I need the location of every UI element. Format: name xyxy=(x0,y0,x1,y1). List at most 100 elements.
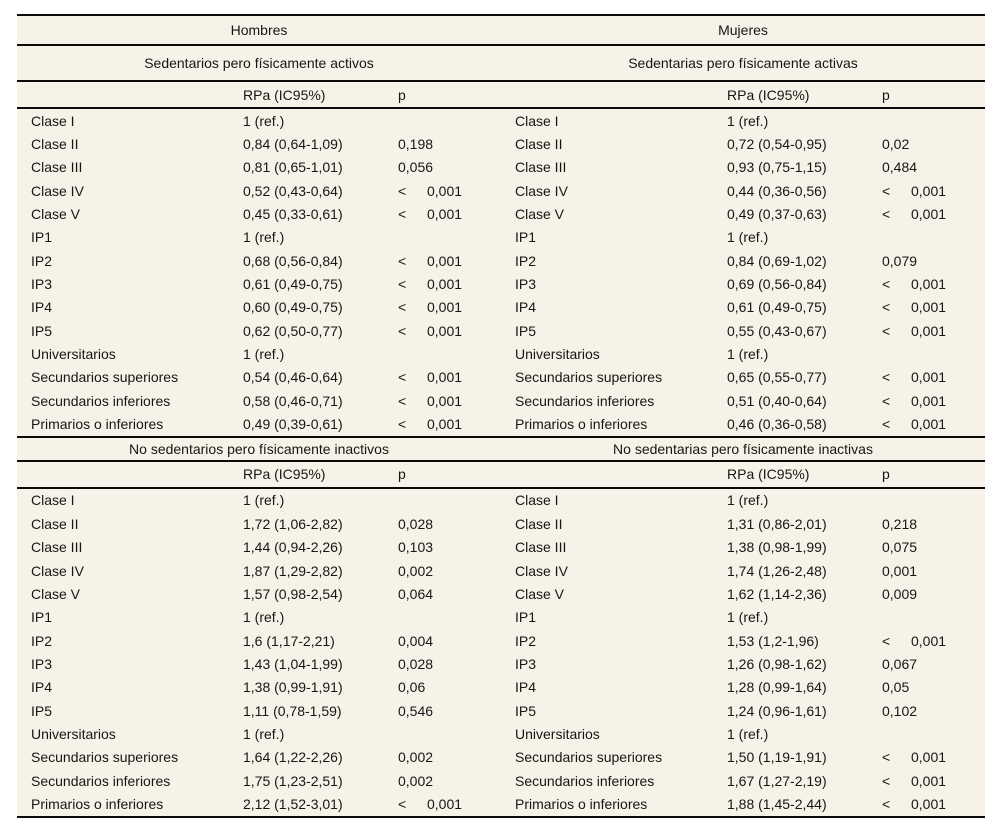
p-value: 0,218 xyxy=(882,515,918,532)
p-value: <0,001 xyxy=(882,416,947,433)
rpa-value: 1 (ref.) xyxy=(727,492,769,509)
table-row: Primarios o inferiores 2,12 (1,52-3,01) <0… xyxy=(17,792,985,815)
rpa-value: 0,51 (0,40-0,64) xyxy=(727,392,827,409)
col-header-rpa: RPa (IC95%) xyxy=(727,86,810,103)
rpa-value: 1 (ref.) xyxy=(727,609,769,626)
table-row: IP4 1,38 (0,99-1,91) 0,06 IP4 1,28 (0,99-1,6… xyxy=(17,676,985,699)
p-value: 0,103 xyxy=(398,539,434,556)
less-than-sign: < xyxy=(398,206,407,223)
rpa-value: 1 (ref.) xyxy=(243,346,285,363)
p-value: <0,001 xyxy=(882,369,947,386)
row-label: Clase III xyxy=(515,159,567,176)
section-rows-sedentarios: Clase I 1 (ref.) Clase I 1 (ref.) Clase II 0,… xyxy=(17,109,985,436)
rpa-value: 0,65 (0,55-0,77) xyxy=(727,369,827,386)
row-label: Secundarios inferiores xyxy=(515,772,655,789)
table-row: IP5 0,62 (0,50-0,77) <0,001 IP5 0,55 (0,43-0… xyxy=(17,319,985,342)
table-row: Secundarios inferiores 0,58 (0,46-0,71) <0… xyxy=(17,389,985,412)
col-header-p: p xyxy=(398,86,406,103)
less-than-sign: < xyxy=(882,795,891,812)
p-value: 0,028 xyxy=(398,515,434,532)
row-label: IP1 xyxy=(31,229,53,246)
rpa-value: 1,57 (0,98-2,54) xyxy=(243,585,343,602)
p-value: 0,079 xyxy=(882,252,918,269)
rpa-value: 1 (ref.) xyxy=(727,725,769,742)
rpa-value: 1 (ref.) xyxy=(243,112,285,129)
row-label: Primarios o inferiores xyxy=(31,795,164,812)
less-than-sign: < xyxy=(882,369,891,386)
less-than-sign: < xyxy=(882,182,891,199)
rpa-value: 1,87 (1,29-2,82) xyxy=(243,562,343,579)
row-label: IP1 xyxy=(515,229,537,246)
table-row: IP1 1 (ref.) IP1 1 (ref.) xyxy=(17,606,985,629)
row-label: Universitarios xyxy=(515,725,600,742)
less-than-sign: < xyxy=(398,369,407,386)
row-label: Clase I xyxy=(515,112,559,129)
row-label: Universitarios xyxy=(31,725,116,742)
rule xyxy=(17,459,985,462)
table-row: IP3 0,61 (0,49-0,75) <0,001 IP3 0,69 (0,56-0… xyxy=(17,272,985,295)
row-label: Secundarios inferiores xyxy=(31,392,171,409)
bottom-rule xyxy=(17,815,985,818)
row-label: Secundarios superiores xyxy=(515,369,663,386)
table-row: Clase V 1,57 (0,98-2,54) 0,064 Clase V 1,62 … xyxy=(17,582,985,605)
rpa-value: 1 (ref.) xyxy=(243,492,285,509)
p-value: <0,001 xyxy=(398,206,463,223)
rule xyxy=(17,486,985,489)
rpa-value: 1,26 (0,98-1,62) xyxy=(727,655,827,672)
rule xyxy=(17,44,985,46)
p-value: <0,001 xyxy=(398,795,463,812)
less-than-sign: < xyxy=(882,299,891,316)
top-rule xyxy=(17,14,985,16)
p-value: <0,001 xyxy=(398,276,463,293)
rpa-value: 0,84 (0,64-1,09) xyxy=(243,136,343,153)
p-value: 0,484 xyxy=(882,159,918,176)
row-label: IP2 xyxy=(31,252,53,269)
row-label: IP2 xyxy=(31,632,53,649)
rpa-value: 1,43 (1,04-1,99) xyxy=(243,655,343,672)
rpa-value: 1,74 (1,26-2,48) xyxy=(727,562,827,579)
less-than-sign: < xyxy=(398,299,407,316)
row-label: IP2 xyxy=(515,252,537,269)
rpa-value: 0,84 (0,69-1,02) xyxy=(727,252,827,269)
section-rows-no-sedentarios: Clase I 1 (ref.) Clase I 1 (ref.) Clase II 1,… xyxy=(17,489,985,816)
p-value: <0,001 xyxy=(882,795,947,812)
row-label: IP4 xyxy=(515,679,537,696)
section-title-left: No sedentarios pero físicamente inactivo… xyxy=(129,440,389,457)
rpa-value: 1,64 (1,22-2,26) xyxy=(243,749,343,766)
row-label: Clase IV xyxy=(31,182,84,199)
table-row: IP2 1,6 (1,17-2,21) 0,004 IP2 1,53 (1,2-1,96… xyxy=(17,629,985,652)
row-label: IP2 xyxy=(515,632,537,649)
table-row: Clase II 0,84 (0,64-1,09) 0,198 Clase II 0,7… xyxy=(17,132,985,155)
results-table: Hombres Mujeres Sedentarios pero físicam… xyxy=(17,14,985,818)
p-value: <0,001 xyxy=(882,392,947,409)
p-value: <0,001 xyxy=(882,299,947,316)
rpa-value: 0,62 (0,50-0,77) xyxy=(243,322,343,339)
rpa-value: 0,45 (0,33-0,61) xyxy=(243,206,343,223)
rpa-value: 0,44 (0,36-0,56) xyxy=(727,182,827,199)
row-label: Clase V xyxy=(31,585,81,602)
table-row: Clase III 0,81 (0,65-1,01) 0,056 Clase III 0… xyxy=(17,156,985,179)
rpa-value: 1,6 (1,17-2,21) xyxy=(243,632,335,649)
section-title-left: Sedentarios pero físicamente activos xyxy=(144,55,374,71)
table-row: Clase V 0,45 (0,33-0,61) <0,001 Clase V 0,49… xyxy=(17,202,985,225)
row-label: IP5 xyxy=(515,322,537,339)
less-than-sign: < xyxy=(882,276,891,293)
table-row: Primarios o inferiores 0,49 (0,39-0,61) <0… xyxy=(17,412,985,435)
row-label: Primarios o inferiores xyxy=(515,416,648,433)
rpa-value: 0,49 (0,37-0,63) xyxy=(727,206,827,223)
group-header-hombres: Hombres xyxy=(230,22,288,38)
row-label: Clase IV xyxy=(31,562,84,579)
p-value: <0,001 xyxy=(398,416,463,433)
rpa-value: 1,88 (1,45-2,44) xyxy=(727,795,827,812)
row-label: Secundarios superiores xyxy=(31,369,179,386)
row-label: IP5 xyxy=(31,322,53,339)
rpa-value: 1,24 (0,96-1,61) xyxy=(727,702,827,719)
less-than-sign: < xyxy=(398,392,407,409)
col-header-p: p xyxy=(882,86,890,103)
rpa-value: 2,12 (1,52-3,01) xyxy=(243,795,343,812)
row-label: Clase II xyxy=(31,515,79,532)
less-than-sign: < xyxy=(398,416,407,433)
column-header-row: RPa (IC95%) p RPa (IC95%) p xyxy=(17,462,985,487)
rpa-value: 1 (ref.) xyxy=(727,229,769,246)
rpa-value: 0,72 (0,54-0,95) xyxy=(727,136,827,153)
